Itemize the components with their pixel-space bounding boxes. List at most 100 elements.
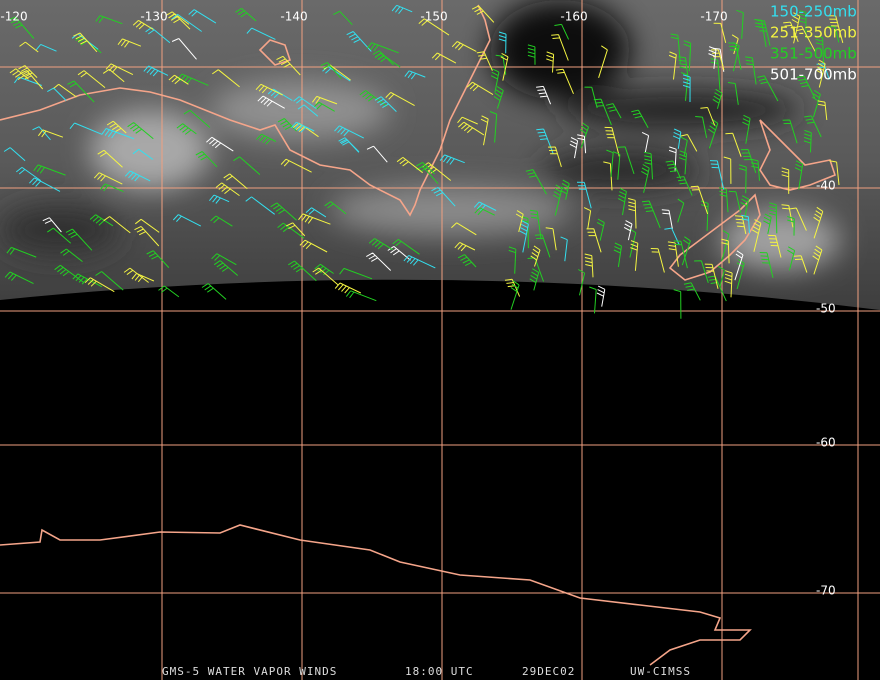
wind-barb xyxy=(127,122,154,140)
wind-barb xyxy=(334,282,362,294)
wind-barb xyxy=(680,134,698,152)
wind-barb xyxy=(782,119,798,144)
wind-barb xyxy=(288,260,317,282)
wind-barb xyxy=(670,33,681,63)
wind-barb xyxy=(374,96,397,112)
wind-barb xyxy=(793,255,808,273)
wind-barb xyxy=(84,277,115,293)
wind-barb xyxy=(759,252,774,278)
grid-labels: -120 -130 -140 -150 -160 -170 -40 -50 -60 -70 xyxy=(0,10,835,598)
wind-barb xyxy=(623,220,633,241)
wind-barb xyxy=(519,220,529,253)
wind-barb xyxy=(6,246,37,258)
footer-text: GMS-5 WATER VAPOR WINDS xyxy=(162,665,337,678)
wind-barb xyxy=(643,151,653,180)
wind-barb xyxy=(679,150,687,175)
wind-barb xyxy=(212,69,240,88)
wind-barb xyxy=(171,13,202,32)
wind-barb xyxy=(132,148,154,160)
wind-barb xyxy=(19,41,39,53)
wind-barb xyxy=(403,254,436,269)
wind-barb xyxy=(103,216,131,234)
wind-barb xyxy=(604,126,620,157)
wind-barb xyxy=(584,253,594,278)
footer-text: 18:00 UTC xyxy=(405,665,474,678)
wind-barb xyxy=(102,68,125,83)
longitude-label: -130 xyxy=(140,10,167,24)
wind-barb xyxy=(794,160,804,190)
wind-barb xyxy=(95,271,124,291)
wind-barb xyxy=(15,166,41,182)
wind-barb xyxy=(529,209,542,240)
wind-barb xyxy=(100,183,124,193)
wind-barb xyxy=(707,275,727,302)
wind-barb xyxy=(292,122,319,138)
wind-barb xyxy=(708,118,719,149)
wind-barb xyxy=(711,49,725,71)
wind-barb xyxy=(256,133,277,145)
wind-barb xyxy=(297,104,319,117)
wind-barb xyxy=(131,272,155,283)
wind-barb xyxy=(694,260,709,283)
wind-barb xyxy=(641,200,661,229)
wind-barb xyxy=(4,271,34,285)
wind-barb xyxy=(176,73,209,86)
wind-barb xyxy=(359,90,387,107)
wind-barb xyxy=(73,32,98,53)
wind-barb xyxy=(105,63,134,76)
wind-barb xyxy=(576,181,592,209)
wind-barb xyxy=(3,147,26,162)
wind-barb xyxy=(598,45,608,78)
wind-barb xyxy=(476,51,493,71)
wind-barb xyxy=(529,268,540,291)
wind-barb xyxy=(751,219,762,252)
wind-barb xyxy=(334,125,365,139)
wind-barb xyxy=(95,15,123,25)
wind-barb xyxy=(525,169,547,195)
wind-barb xyxy=(673,289,682,319)
wind-barb xyxy=(709,160,725,190)
wind-barb xyxy=(534,234,551,258)
wind-barb xyxy=(569,137,579,159)
wind-barb xyxy=(630,240,639,271)
wind-barb xyxy=(613,242,622,267)
wind-barb xyxy=(101,128,135,140)
wind-barb xyxy=(37,129,64,138)
wind-barb xyxy=(311,95,338,105)
wind-barb xyxy=(176,123,197,135)
wind-barb xyxy=(742,114,751,144)
wind-barb xyxy=(312,267,339,286)
wind-barb xyxy=(33,164,66,176)
wind-barb xyxy=(828,15,844,44)
wind-barb xyxy=(489,111,498,143)
wind-barb xyxy=(812,245,823,275)
wind-barb xyxy=(385,91,415,107)
wind-barb xyxy=(458,121,485,136)
wind-barb xyxy=(124,170,151,182)
wind-barb xyxy=(768,234,782,258)
wind-barb xyxy=(787,216,795,236)
wind-barb xyxy=(560,179,570,200)
wind-barb xyxy=(586,228,602,253)
wind-barb xyxy=(366,252,392,271)
latitude-label: -60 xyxy=(816,436,836,450)
wind-barb xyxy=(471,5,495,23)
legend-entry: 251-350mb xyxy=(770,24,857,42)
wind-barb xyxy=(641,131,650,153)
longitude-label: -150 xyxy=(420,10,447,24)
longitude-label: -160 xyxy=(560,10,587,24)
wind-barb xyxy=(299,239,328,253)
wind-barb xyxy=(664,227,680,246)
wind-barb xyxy=(665,160,682,179)
wind-barb xyxy=(276,55,301,76)
legend-entry: 351-500mb xyxy=(770,45,857,63)
wind-barb xyxy=(457,116,478,125)
footer-text: UW-CIMSS xyxy=(630,665,691,678)
wind-barb xyxy=(67,80,95,103)
wind-barb xyxy=(171,38,197,60)
wind-barb xyxy=(298,213,331,225)
wind-barb xyxy=(201,283,227,300)
wind-barb xyxy=(798,9,807,39)
wind-barb xyxy=(796,75,816,99)
